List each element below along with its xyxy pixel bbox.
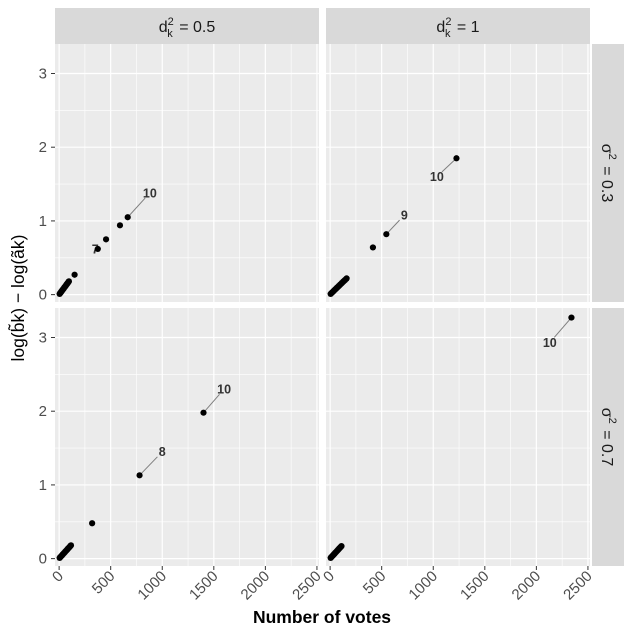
data-point: [71, 271, 78, 278]
strip-background: [55, 8, 319, 44]
point-label: 10: [430, 170, 444, 184]
data-point: [369, 244, 377, 251]
x-tick-label: 1500: [186, 568, 222, 604]
strip-label: σ2 = 0.7: [598, 408, 618, 467]
panel-background: [55, 308, 319, 566]
data-point: [89, 520, 96, 527]
x-tick-label: 1000: [134, 568, 170, 604]
y-tick-label: 2: [39, 403, 47, 420]
data-point-cluster: [338, 542, 345, 550]
x-tick-label: 2500: [560, 568, 596, 604]
point-label-connector: [127, 197, 146, 218]
point-label: 9: [401, 209, 408, 223]
strip-background: [592, 308, 624, 566]
data-point: [453, 155, 460, 162]
data-point: [116, 222, 124, 229]
point-label: 10: [217, 383, 231, 397]
x-tick-label: 0: [320, 568, 338, 586]
point-label: 8: [159, 445, 166, 459]
x-tick-label: 500: [360, 568, 390, 598]
data-point: [383, 231, 390, 238]
x-tick-label: 1000: [405, 568, 441, 604]
point-label: 10: [143, 186, 157, 200]
point-label: 10: [543, 336, 557, 350]
point-label-connector: [553, 317, 572, 338]
x-tick-label: 0: [49, 568, 67, 586]
panel-background: [326, 308, 590, 566]
strip-background: [592, 44, 624, 302]
data-point: [102, 236, 110, 243]
column-strip-1: d2 k = 0.5: [55, 8, 319, 44]
y-tick-label: 3: [39, 329, 47, 346]
strip-label: d2 k = 0.5: [159, 16, 216, 40]
y-tick-label: 1: [39, 213, 47, 230]
point-label-connector: [139, 456, 158, 476]
x-tick-label: 1500: [457, 568, 493, 604]
data-point-cluster: [343, 275, 350, 282]
strip-label: d2 k = 1: [436, 16, 479, 40]
row-strip-2: σ2 = 0.7: [592, 308, 624, 566]
point-label-connector: [203, 394, 220, 414]
y-tick-label: 3: [39, 65, 47, 82]
panel-1-1: 107: [55, 44, 319, 302]
data-point: [124, 214, 131, 221]
row-strip-1: σ2 = 0.3: [592, 44, 624, 302]
facet-strips: d2 k = 0.5 d2 k = 1 σ2 = 0.3 σ2 = 0.7: [55, 8, 624, 566]
y-tick-label: 0: [39, 287, 47, 304]
point-label-connector: [441, 157, 457, 173]
data-point: [200, 409, 207, 416]
y-tick-label: 1: [39, 477, 47, 494]
panel-background: [55, 44, 319, 302]
strip-background: [326, 8, 590, 44]
y-tick-label: 2: [39, 139, 47, 156]
data-point: [94, 245, 101, 253]
panels-layer: 107 9 10 8 10 10: [55, 44, 590, 566]
strip-label: σ2 = 0.3: [598, 144, 618, 203]
panel-background: [326, 44, 590, 302]
data-point: [136, 472, 143, 479]
y-axis-title: log(b̃k) − log(ãk): [7, 235, 28, 362]
x-tick-label: 2000: [509, 568, 545, 604]
data-point-cluster: [65, 278, 73, 285]
data-point: [568, 314, 575, 321]
column-strip-2: d2 k = 1: [326, 8, 590, 44]
x-tick-label: 500: [89, 568, 119, 598]
y-tick-label: 0: [39, 551, 47, 568]
panel-2-2: 10: [326, 308, 590, 566]
point-label-connector: [385, 219, 400, 235]
data-point-cluster: [67, 542, 75, 549]
x-axis-title: Number of votes: [253, 607, 391, 627]
panel-2-1: 8 10: [55, 308, 319, 566]
panel-1-2: 9 10: [326, 44, 590, 302]
x-tick-label: 2000: [238, 568, 274, 604]
